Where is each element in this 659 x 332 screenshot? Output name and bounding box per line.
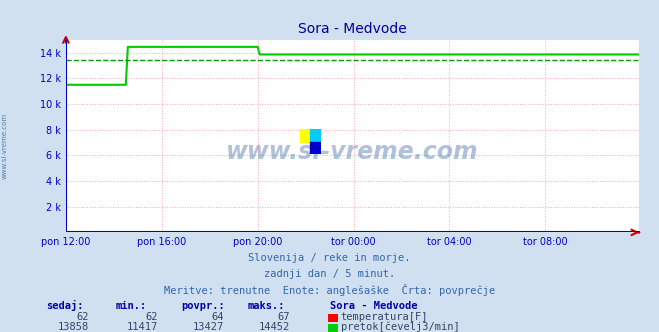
Text: 67: 67	[277, 312, 290, 322]
Text: 14452: 14452	[259, 322, 290, 332]
Text: sedaj:: sedaj:	[46, 300, 84, 311]
Text: 62: 62	[76, 312, 89, 322]
Bar	[300, 129, 310, 142]
Title: Sora - Medvode: Sora - Medvode	[298, 22, 407, 36]
Text: Slovenija / reke in morje.: Slovenija / reke in morje.	[248, 253, 411, 263]
Text: Meritve: trenutne  Enote: anglešaške  Črta: povprečje: Meritve: trenutne Enote: anglešaške Črta…	[164, 284, 495, 296]
Bar	[310, 129, 321, 142]
Text: povpr.:: povpr.:	[181, 301, 225, 311]
Text: www.si-vreme.com: www.si-vreme.com	[1, 113, 8, 179]
Text: 13427: 13427	[193, 322, 224, 332]
Text: 62: 62	[146, 312, 158, 322]
Text: temperatura[F]: temperatura[F]	[341, 312, 428, 322]
Text: 13858: 13858	[58, 322, 89, 332]
Text: 11417: 11417	[127, 322, 158, 332]
Bar	[310, 142, 321, 154]
Text: Sora - Medvode: Sora - Medvode	[330, 301, 417, 311]
Text: zadnji dan / 5 minut.: zadnji dan / 5 minut.	[264, 269, 395, 279]
Text: pretok[čevelj3/min]: pretok[čevelj3/min]	[341, 322, 459, 332]
Text: 64: 64	[212, 312, 224, 322]
Text: www.si-vreme.com: www.si-vreme.com	[226, 139, 479, 164]
Text: min.:: min.:	[115, 301, 146, 311]
Text: maks.:: maks.:	[247, 301, 285, 311]
